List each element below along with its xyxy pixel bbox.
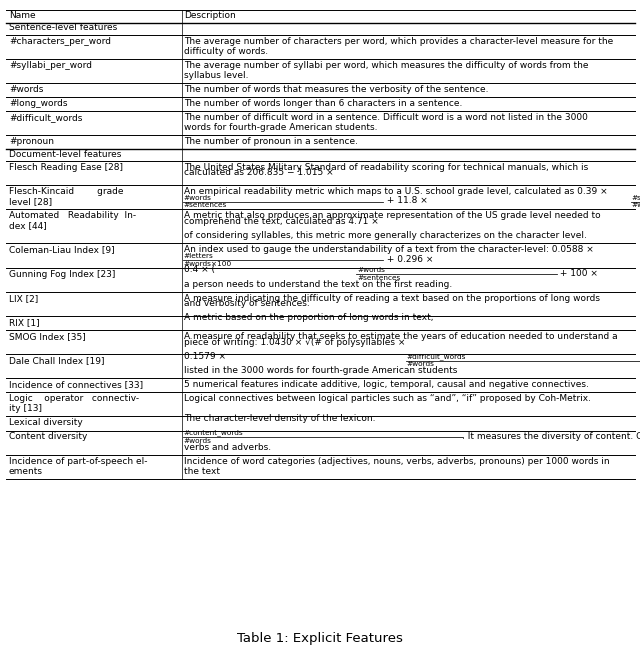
Text: An index used to gauge the understandability of a text from the character-level:: An index used to gauge the understandabi… [184, 246, 593, 255]
Text: + 0.296 ×: + 0.296 × [384, 255, 436, 264]
Text: #words: #words [9, 85, 44, 94]
Text: Automated   Readability  In-: Automated Readability In- [9, 211, 136, 220]
Text: Table 1: Explicit Features: Table 1: Explicit Features [237, 631, 403, 645]
Text: #words: #words [406, 361, 435, 368]
Text: Coleman-Liau Index [9]: Coleman-Liau Index [9] [9, 246, 115, 255]
Text: Content diversity: Content diversity [9, 432, 87, 441]
Text: Name: Name [9, 10, 36, 20]
Text: #words: #words [357, 268, 385, 274]
Text: #syllables: #syllables [632, 195, 640, 201]
Text: #content_words: #content_words [184, 430, 243, 436]
Text: #pronoun: #pronoun [9, 137, 54, 146]
Text: words for fourth-grade American students.: words for fourth-grade American students… [184, 123, 377, 132]
Text: the text: the text [184, 467, 220, 476]
Text: Incidence of word categories (adjectives, nouns, verbs, adverbs, pronouns) per 1: Incidence of word categories (adjectives… [184, 456, 609, 466]
Text: ements: ements [9, 467, 43, 476]
Text: difficulty of words.: difficulty of words. [184, 46, 268, 56]
Text: Dale Chall Index [19]: Dale Chall Index [19] [9, 356, 104, 365]
Text: syllabus level.: syllabus level. [184, 71, 248, 80]
Text: The average number of syllabi per word, which measures the difficulty of words f: The average number of syllabi per word, … [184, 61, 588, 70]
Text: Logic    operator   connectiv-: Logic operator connectiv- [9, 394, 139, 404]
Text: The number of words longer than 6 characters in a sentence.: The number of words longer than 6 charac… [184, 99, 462, 108]
Text: 0.1579 ×: 0.1579 × [184, 351, 228, 360]
Text: #long_words: #long_words [9, 99, 67, 108]
Text: The number of difficult word in a sentence. Difficult word is a word not listed : The number of difficult word in a senten… [184, 113, 588, 122]
Text: Description: Description [184, 10, 236, 20]
Text: #characters_per_word: #characters_per_word [9, 37, 111, 46]
Text: SMOG Index [35]: SMOG Index [35] [9, 332, 86, 341]
Text: The number of pronoun in a sentence.: The number of pronoun in a sentence. [184, 137, 358, 146]
Text: listed in the 3000 words for fourth-grade American students: listed in the 3000 words for fourth-grad… [184, 366, 457, 375]
Text: An empirical readability metric which maps to a U.S. school grade level, calcula: An empirical readability metric which ma… [184, 187, 607, 196]
Text: Incidence of connectives [33]: Incidence of connectives [33] [9, 380, 143, 389]
Text: piece of writing: 1.0430 × √(# of polysyllables ×: piece of writing: 1.0430 × √(# of polysy… [184, 337, 408, 347]
Text: a person needs to understand the text on the first reading.: a person needs to understand the text on… [184, 279, 452, 289]
Text: #difficult_words: #difficult_words [406, 353, 466, 360]
Text: dex [44]: dex [44] [9, 221, 47, 231]
Text: verbs and adverbs.: verbs and adverbs. [184, 443, 271, 452]
Text: Gunning Fog Index [23]: Gunning Fog Index [23] [9, 270, 115, 279]
Text: 0.4 × (: 0.4 × ( [184, 265, 214, 274]
Text: #words: #words [632, 202, 640, 208]
Text: The number of words that measures the verbosity of the sentence.: The number of words that measures the ve… [184, 85, 488, 94]
Text: #sentences: #sentences [357, 275, 400, 281]
Text: Flesch Reading Ease [28]: Flesch Reading Ease [28] [9, 163, 123, 172]
Text: Incidence of part-of-speech el-: Incidence of part-of-speech el- [9, 456, 147, 466]
Text: Flesch-Kincaid        grade: Flesch-Kincaid grade [9, 187, 124, 196]
Text: + 100 ×: + 100 × [557, 269, 601, 278]
Text: #syllabi_per_word: #syllabi_per_word [9, 61, 92, 70]
Text: #words×100: #words×100 [184, 261, 232, 267]
Text: #sentences: #sentences [184, 202, 227, 208]
Text: level [28]: level [28] [9, 197, 52, 206]
Text: 5 numerical features indicate additive, logic, temporal, causal and negative con: 5 numerical features indicate additive, … [184, 380, 589, 389]
Text: Sentence-level features: Sentence-level features [9, 24, 117, 33]
Text: . It measures the diversity of content. Content words are adjectives, nouns,: . It measures the diversity of content. … [462, 432, 640, 441]
Text: #difficult_words: #difficult_words [9, 113, 83, 122]
Text: #letters: #letters [184, 253, 213, 259]
Text: + 11.8 ×: + 11.8 × [384, 197, 431, 206]
Text: A measure of readability that seeks to estimate the years of education needed to: A measure of readability that seeks to e… [184, 332, 618, 341]
Text: Document-level features: Document-level features [9, 150, 122, 159]
Text: The character-level density of the lexicon:: The character-level density of the lexic… [184, 414, 378, 423]
Text: calculated as 206.835 − 1.015 ×: calculated as 206.835 − 1.015 × [184, 168, 336, 178]
Text: A metric that also produces an approximate representation of the US grade level : A metric that also produces an approxima… [184, 211, 600, 220]
Text: of considering syllables, this metric more generally characterizes on the charac: of considering syllables, this metric mo… [184, 231, 586, 240]
Text: The United States Military Standard of readability scoring for technical manuals: The United States Military Standard of r… [184, 163, 588, 172]
Text: RIX [1]: RIX [1] [9, 318, 40, 327]
Text: #words: #words [184, 438, 212, 444]
Text: The average number of characters per word, which provides a character-level meas: The average number of characters per wor… [184, 37, 613, 46]
Text: Logical connectives between logical particles such as “and”, “if” proposed by Co: Logical connectives between logical part… [184, 394, 591, 404]
Text: comprehend the text, calculated as 4.71 ×: comprehend the text, calculated as 4.71 … [184, 217, 381, 226]
Text: Lexical diversity: Lexical diversity [9, 419, 83, 428]
Text: and verbosity of sentences:: and verbosity of sentences: [184, 299, 312, 308]
Text: #words: #words [184, 195, 212, 201]
Text: LIX [2]: LIX [2] [9, 294, 38, 303]
Text: ity [13]: ity [13] [9, 404, 42, 413]
Text: A measure indicating the difficulty of reading a text based on the proportions o: A measure indicating the difficulty of r… [184, 294, 600, 303]
Text: A metric based on the proportion of long words in text,: A metric based on the proportion of long… [184, 313, 436, 323]
